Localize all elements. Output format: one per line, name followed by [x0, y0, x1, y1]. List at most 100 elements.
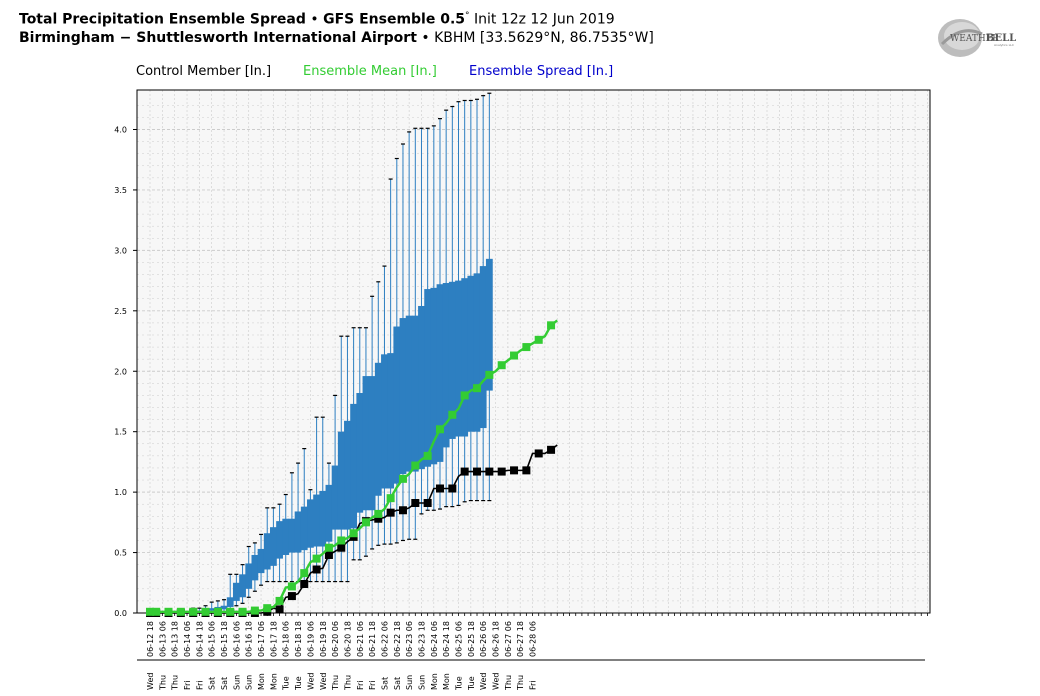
mean-marker: [152, 607, 161, 616]
mean-marker: [275, 596, 284, 605]
location-name: Birmingham − Shuttlesworth International…: [19, 30, 417, 46]
control-marker: [547, 445, 556, 454]
x-tick-label: 06-26 06: [479, 621, 488, 657]
mean-marker: [300, 569, 309, 578]
spread-box: [282, 518, 290, 555]
control-marker: [411, 499, 420, 508]
x-tick-label: 06-18 06: [282, 621, 291, 657]
spread-box: [362, 376, 370, 511]
mean-marker: [485, 370, 494, 379]
x-day-label: Mon: [442, 673, 451, 690]
x-day-label: Wed: [306, 673, 315, 690]
ensemble-box: [436, 118, 444, 510]
ensemble-box: [276, 503, 283, 583]
y-tick-label: 2.0: [114, 367, 127, 376]
ensemble-box: [251, 542, 259, 592]
x-day-label: Mon: [257, 673, 266, 690]
ensemble-box: [424, 127, 432, 511]
x-day-label: Sun: [417, 675, 426, 690]
mean-marker: [448, 410, 457, 419]
mean-marker: [460, 391, 469, 400]
spread-box: [325, 484, 333, 542]
ensemble-box: [393, 157, 401, 544]
spread-box: [356, 393, 364, 513]
x-day-label: Thu: [171, 675, 180, 691]
x-day-label: Fri: [183, 680, 192, 690]
chart-title: Total Precipitation Ensemble Spread: [19, 11, 306, 28]
x-tick-label: 06-16 06: [232, 621, 241, 657]
spread-box: [374, 362, 382, 496]
spread-box: [461, 278, 469, 437]
spread-box: [245, 563, 253, 589]
spread-box: [288, 518, 296, 553]
mean-marker: [164, 607, 173, 616]
location-line: Birmingham − Shuttlesworth International…: [19, 30, 654, 46]
spread-box: [424, 289, 432, 467]
title-separator: •: [305, 11, 324, 28]
x-tick-label: 06-20 06: [331, 621, 340, 657]
y-tick-label: 2.5: [114, 307, 127, 316]
spread-box: [405, 315, 413, 472]
control-marker: [510, 466, 519, 475]
mean-marker: [349, 529, 358, 538]
x-tick-label: 06-15 18: [220, 621, 229, 657]
mean-marker: [250, 606, 259, 615]
ensemble-box: [313, 416, 320, 583]
ensemble-box: [418, 127, 425, 515]
spread-box: [307, 499, 314, 548]
spread-box: [393, 326, 401, 484]
x-day-label: Tue: [467, 676, 476, 691]
mean-marker: [411, 461, 420, 470]
ensemble-box: [467, 99, 475, 502]
ensemble-box: [288, 472, 296, 583]
spread-box: [294, 511, 302, 553]
control-marker: [522, 466, 531, 475]
x-day-label: Mon: [269, 673, 278, 690]
control-marker: [423, 499, 432, 508]
spread-box: [313, 494, 320, 547]
legend-mean: Ensemble Mean [In.]: [303, 64, 437, 79]
spread-box: [263, 533, 271, 570]
x-tick-label: 06-25 18: [467, 621, 476, 657]
mean-marker: [189, 607, 198, 616]
control-marker: [485, 467, 494, 476]
x-day-label: Wed: [146, 673, 155, 690]
ensemble-box: [245, 545, 253, 598]
x-day-label: Fri: [195, 680, 204, 690]
spread-box: [208, 608, 216, 611]
y-tick-label: 1.0: [114, 488, 127, 497]
control-marker: [374, 514, 383, 523]
x-day-label: Thu: [516, 675, 525, 691]
ensemble-box: [387, 178, 395, 545]
ensemble-box: [473, 98, 481, 502]
ensemble-box: [307, 489, 314, 583]
ensemble-box: [374, 281, 382, 546]
spread-box: [442, 283, 450, 448]
ensemble-box: [448, 105, 456, 508]
x-day-label: Sat: [393, 677, 402, 690]
control-marker: [497, 467, 506, 476]
mean-marker: [337, 536, 346, 545]
spread-box: [251, 554, 259, 581]
control-marker: [324, 550, 333, 559]
weatherbell-logo: WEATHER BELL Analytics LLC: [938, 19, 1016, 57]
x-tick-label: 06-27 18: [516, 621, 525, 657]
x-day-label: Sat: [380, 677, 389, 690]
x-tick-label: 06-21 18: [368, 621, 377, 657]
control-marker: [398, 506, 407, 515]
ensemble-box: [257, 533, 265, 586]
spread-box: [418, 305, 425, 470]
control-marker: [460, 467, 469, 476]
spread-box: [220, 605, 228, 610]
x-day-label: Fri: [356, 680, 365, 690]
x-tick-label: 06-19 18: [319, 621, 328, 657]
control-marker: [300, 579, 309, 588]
mean-marker: [213, 607, 222, 616]
spread-box: [300, 506, 308, 551]
spread-box: [232, 582, 240, 601]
y-tick-label: 0.5: [114, 549, 127, 558]
x-day-label: Thu: [343, 675, 352, 691]
spread-box: [276, 521, 283, 559]
spread-box: [479, 266, 487, 429]
